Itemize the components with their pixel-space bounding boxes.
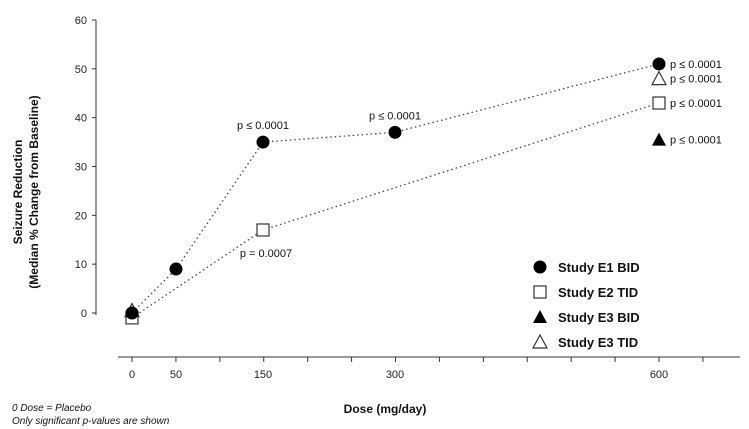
legend: Study E1 BID Study E2 TID Study E3 BID Stud… (531, 260, 640, 350)
data-point (652, 96, 666, 110)
data-point (388, 125, 402, 139)
y-tick-label: 10 (75, 259, 87, 271)
legend-label: Study E3 BID (558, 310, 640, 325)
p-value-label: p ≤ 0.0001 (670, 59, 722, 71)
x-tick-label: 150 (254, 369, 272, 381)
data-point (652, 57, 666, 71)
y-axis-title-line2: (Median % Change from Baseline) (27, 95, 41, 288)
legend-marker (531, 333, 549, 349)
x-tick-label: 0 (129, 369, 135, 381)
footnote-pvalues: Only significant p-values are shown (12, 416, 170, 427)
data-point (256, 135, 270, 149)
legend-label: Study E2 TID (558, 285, 638, 300)
axis-titles: Dose (mg/day) Seizure Reduction (Median … (11, 95, 426, 427)
data-point (125, 306, 139, 320)
data-point (652, 132, 666, 146)
series-lines (131, 63, 660, 319)
p-value-label: p ≤ 0.0001 (670, 98, 722, 110)
x-tick-label: 300 (386, 369, 404, 381)
legend-marker (533, 310, 547, 323)
x-tick-label: 600 (650, 369, 668, 381)
legend-marker (533, 285, 547, 299)
p-value-label: p ≤ 0.0001 (369, 110, 421, 122)
y-axis-title-line1: Seizure Reduction (11, 140, 25, 245)
y-tick-label: 20 (75, 210, 87, 222)
series-line (131, 63, 660, 314)
p-value-annotations: p ≤ 0.0001 p ≤ 0.0001 p = 0.0007 p ≤ 0.0001… (237, 59, 722, 260)
y-tick-label: 30 (75, 162, 87, 174)
legend-label: Study E1 BID (558, 260, 640, 275)
p-value-label: p ≤ 0.0001 (670, 74, 722, 86)
legend-marker (533, 260, 547, 274)
y-tick-label: 0 (81, 308, 87, 320)
data-point (256, 223, 270, 237)
y-tick-label: 60 (75, 15, 87, 27)
data-points (123, 57, 668, 325)
footnote-placebo: 0 Dose = Placebo (12, 403, 92, 414)
legend-label: Study E3 TID (558, 335, 638, 350)
p-value-label: p ≤ 0.0001 (237, 120, 289, 132)
data-point (169, 262, 183, 276)
p-value-label: p = 0.0007 (240, 248, 292, 260)
x-axis-title: Dose (mg/day) (344, 402, 427, 416)
x-tick-label: 50 (170, 369, 182, 381)
data-point (650, 70, 668, 86)
y-tick-label: 50 (75, 64, 87, 76)
y-tick-label: 40 (75, 113, 87, 125)
p-value-label: p ≤ 0.0001 (670, 135, 722, 147)
